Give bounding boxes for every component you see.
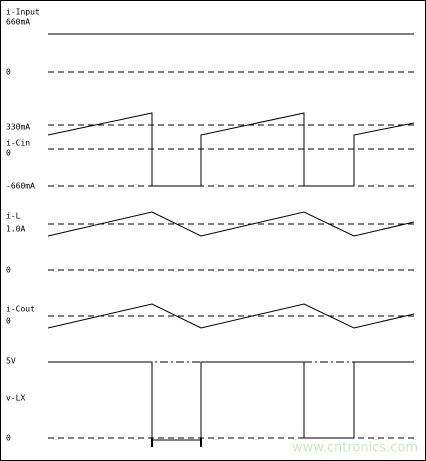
pulse-tick — [200, 438, 202, 447]
level-label: 660mA — [6, 18, 30, 27]
pulse-tick — [151, 438, 153, 447]
level-label: 0 — [6, 68, 11, 77]
signal-name: i-Cout — [6, 305, 35, 314]
cout-waveform — [47, 303, 415, 329]
signal-name: i-Cin — [6, 139, 30, 148]
signal-name: i-L — [6, 212, 21, 221]
level-label: 0 — [6, 317, 11, 326]
lx-waveform — [48, 361, 414, 441]
signal-name: i-Input — [6, 8, 40, 17]
inductor-waveform — [47, 211, 415, 237]
level-label: 1.0A — [6, 225, 25, 234]
level-label: 0 — [6, 434, 11, 443]
level-label: 0 — [6, 149, 11, 158]
cin-waveform — [47, 112, 415, 187]
level-label: 330mA — [6, 123, 30, 132]
signal-name: v-LX — [6, 394, 25, 403]
level-label: -660mA — [6, 182, 35, 191]
level-label: 5V — [6, 357, 16, 366]
level-label: 0 — [6, 266, 11, 275]
watermark: www.cntronics.com — [292, 441, 418, 456]
